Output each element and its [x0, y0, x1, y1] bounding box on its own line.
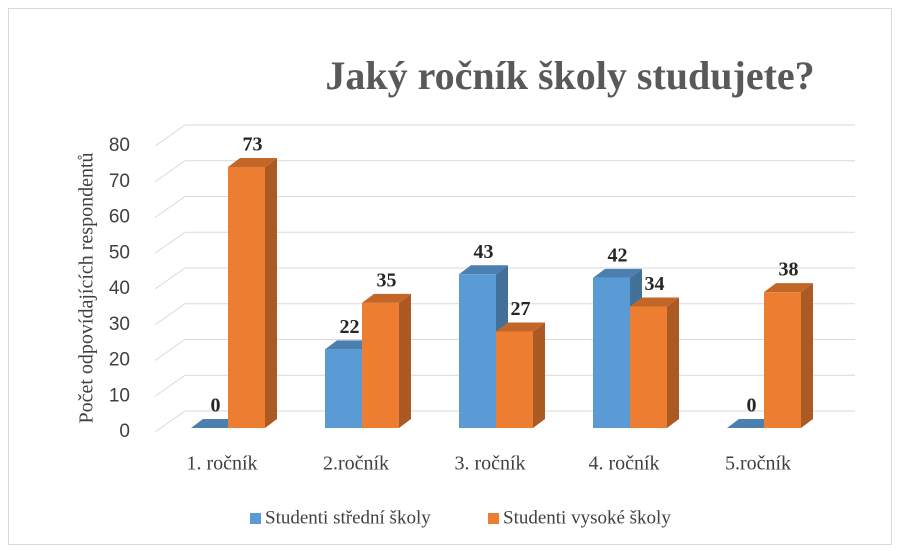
bar-top	[593, 268, 642, 278]
bar-top	[459, 265, 508, 275]
data-label: 43	[474, 241, 494, 263]
bar-side	[801, 283, 813, 428]
bar	[727, 419, 776, 428]
bar-front	[362, 302, 399, 428]
y-tick-label: 0	[119, 421, 130, 442]
data-label: 0	[747, 395, 757, 417]
data-label: 22	[340, 316, 360, 338]
bar-front	[764, 292, 801, 428]
x-tick-label: 2.ročník	[323, 453, 389, 475]
bar-top	[727, 419, 776, 428]
chart-border	[8, 8, 892, 545]
data-label: 0	[211, 395, 221, 417]
x-tick-label: 1. ročník	[186, 453, 257, 475]
grid-line	[154, 124, 855, 147]
bar-front	[496, 331, 533, 428]
bar-top	[191, 419, 240, 428]
bar-front	[593, 277, 630, 428]
data-label: 73	[243, 134, 263, 156]
bar-front	[325, 349, 362, 428]
bar-top	[764, 283, 813, 293]
bar	[496, 322, 545, 428]
y-tick-label: 50	[109, 242, 130, 263]
bar-side	[399, 293, 411, 428]
y-tick-label: 10	[109, 385, 130, 406]
bar	[362, 293, 411, 428]
data-label: 27	[511, 298, 531, 320]
data-label: 38	[779, 259, 799, 281]
bar-front	[228, 167, 265, 428]
y-tick-label: 60	[109, 207, 130, 228]
y-tick-label: 20	[109, 350, 130, 371]
chart-title: Jaký ročník školy studujete?	[325, 53, 814, 98]
data-label: 42	[608, 244, 628, 266]
bar-side	[667, 297, 679, 428]
grid-line	[154, 231, 855, 254]
bar	[191, 419, 240, 428]
legend-swatch	[488, 513, 499, 524]
bar-top	[496, 322, 545, 332]
bar-front	[459, 274, 496, 428]
bar	[630, 297, 679, 428]
bar	[764, 283, 813, 428]
grid-line	[154, 267, 855, 290]
data-label: 34	[645, 273, 665, 295]
x-tick-label: 3. ročník	[454, 453, 525, 475]
legend-label: Studenti střední školy	[265, 507, 431, 528]
grid-line	[154, 160, 855, 183]
bar-top	[228, 158, 277, 168]
legend-swatch	[250, 513, 261, 524]
y-tick-label: 40	[109, 278, 130, 299]
bar-side	[265, 158, 277, 428]
y-tick-label: 70	[109, 171, 130, 192]
y-tick-label: 30	[109, 314, 130, 335]
grid-line	[154, 196, 855, 218]
y-axis-label: Počet odpovídajících respondentů	[76, 152, 98, 423]
bar-top	[630, 297, 679, 307]
bar-top	[325, 340, 374, 350]
bar-side	[533, 322, 545, 428]
bar-top	[362, 293, 411, 303]
legend-label: Studenti vysoké školy	[503, 507, 671, 528]
y-tick-label: 80	[109, 135, 130, 156]
bar-front	[630, 306, 667, 428]
x-tick-label: 4. ročník	[588, 453, 659, 475]
bar	[228, 158, 277, 428]
x-tick-label: 5.ročník	[725, 453, 791, 475]
data-label: 35	[377, 269, 397, 291]
